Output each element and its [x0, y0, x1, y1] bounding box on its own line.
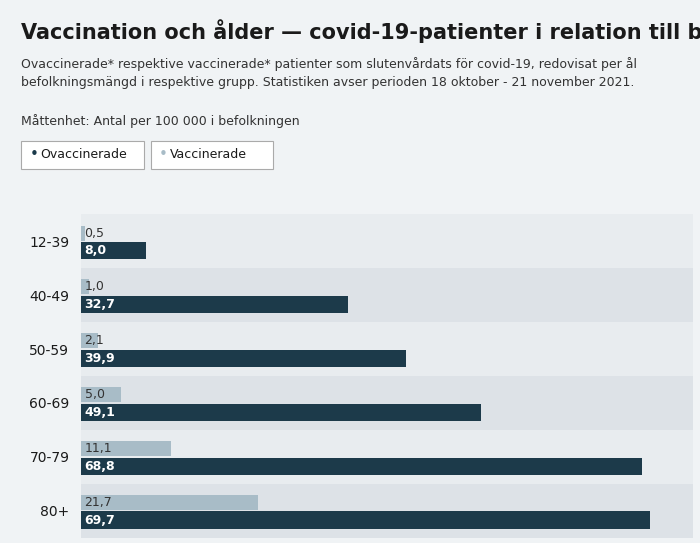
Text: •: •: [159, 147, 168, 162]
Bar: [80, 512, 650, 529]
Bar: [80, 376, 693, 430]
Text: 32,7: 32,7: [85, 298, 116, 311]
Bar: [80, 458, 643, 475]
Bar: [80, 279, 89, 294]
Bar: [80, 333, 98, 348]
Bar: [80, 495, 258, 510]
Text: 0,5: 0,5: [85, 226, 104, 239]
Text: 68,8: 68,8: [85, 460, 116, 473]
Text: Vaccination och ålder — covid-19-patienter i relation till befolk: Vaccination och ålder — covid-19-patient…: [21, 19, 700, 43]
Bar: [80, 242, 146, 260]
Text: Ovaccinerade: Ovaccinerade: [41, 148, 127, 161]
Bar: [80, 322, 693, 376]
Text: Måttenhet: Antal per 100 000 i befolkningen: Måttenhet: Antal per 100 000 i befolknin…: [21, 114, 300, 128]
Text: •: •: [29, 147, 38, 162]
Text: 49,1: 49,1: [85, 406, 116, 419]
Text: 1,0: 1,0: [85, 280, 104, 293]
Bar: [80, 387, 121, 402]
Bar: [80, 296, 348, 313]
Bar: [80, 404, 482, 421]
Text: 2,1: 2,1: [85, 334, 104, 348]
Text: 8,0: 8,0: [85, 244, 106, 257]
Bar: [80, 268, 693, 322]
Text: Vaccinerade: Vaccinerade: [170, 148, 247, 161]
Text: 39,9: 39,9: [85, 352, 116, 365]
Text: 11,1: 11,1: [85, 442, 112, 455]
Text: 5,0: 5,0: [85, 388, 104, 401]
Bar: [80, 430, 693, 484]
Bar: [80, 350, 406, 367]
Bar: [80, 484, 693, 538]
Text: 69,7: 69,7: [85, 514, 116, 527]
Bar: [80, 441, 171, 456]
Bar: [80, 214, 693, 268]
Text: 21,7: 21,7: [85, 496, 112, 509]
Text: Ovaccinerade* respektive vaccinerade* patienter som slutenvårdats för covid-19, : Ovaccinerade* respektive vaccinerade* pa…: [21, 57, 637, 89]
Bar: [80, 225, 85, 241]
